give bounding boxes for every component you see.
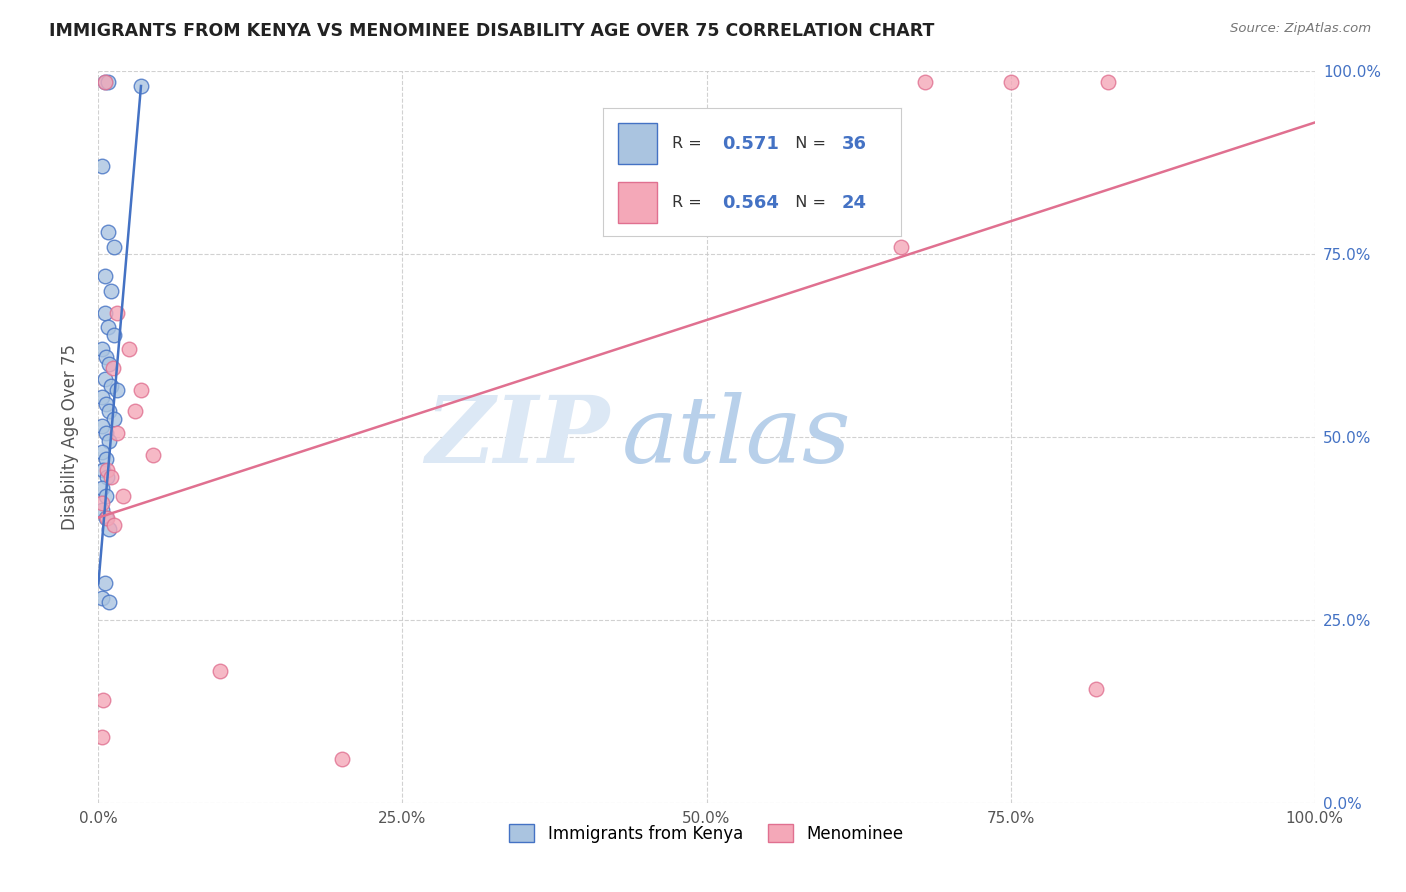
- Point: [100, 284, 122, 298]
- Point: [98, 594, 121, 608]
- Point: [91, 444, 114, 458]
- Point: [105, 306, 128, 320]
- Point: [91, 463, 114, 477]
- Text: IMMIGRANTS FROM KENYA VS MENOMINEE DISABILITY AGE OVER 75 CORRELATION CHART: IMMIGRANTS FROM KENYA VS MENOMINEE DISAB…: [49, 22, 935, 40]
- Point: [100, 379, 122, 393]
- Point: [93, 371, 115, 385]
- Point: [94, 397, 117, 411]
- Point: [93, 75, 115, 89]
- Point: [91, 591, 114, 605]
- Text: ZIP: ZIP: [425, 392, 609, 482]
- Point: [94, 452, 117, 467]
- Point: [94, 489, 117, 503]
- Point: [129, 383, 152, 397]
- Point: [890, 240, 912, 254]
- Point: [124, 404, 146, 418]
- Point: [93, 75, 115, 89]
- Point: [209, 664, 232, 678]
- Point: [91, 343, 114, 357]
- Point: [330, 752, 353, 766]
- Point: [103, 412, 125, 426]
- Point: [142, 448, 165, 462]
- Point: [103, 240, 125, 254]
- Point: [97, 225, 120, 239]
- Point: [129, 78, 152, 93]
- Text: Source: ZipAtlas.com: Source: ZipAtlas.com: [1230, 22, 1371, 36]
- Point: [91, 496, 114, 510]
- Point: [97, 75, 120, 89]
- Point: [94, 426, 117, 441]
- Point: [103, 517, 125, 532]
- Point: [91, 160, 114, 174]
- Point: [97, 320, 120, 334]
- Point: [105, 383, 128, 397]
- Point: [91, 730, 114, 744]
- Point: [118, 343, 141, 357]
- Point: [914, 75, 936, 89]
- Y-axis label: Disability Age Over 75: Disability Age Over 75: [60, 344, 79, 530]
- Legend: Immigrants from Kenya, Menominee: Immigrants from Kenya, Menominee: [503, 818, 910, 849]
- Text: atlas: atlas: [621, 392, 851, 482]
- Point: [101, 360, 124, 375]
- Point: [96, 463, 118, 477]
- Point: [98, 357, 121, 371]
- Point: [1084, 682, 1107, 697]
- Point: [105, 426, 128, 441]
- Point: [98, 521, 121, 535]
- Point: [96, 510, 118, 524]
- Point: [103, 327, 125, 342]
- Point: [91, 503, 114, 517]
- Point: [93, 576, 115, 591]
- Point: [91, 693, 114, 707]
- Point: [98, 434, 121, 448]
- Point: [100, 470, 122, 484]
- Point: [1000, 75, 1022, 89]
- Point: [98, 404, 121, 418]
- Point: [91, 481, 114, 495]
- Point: [94, 510, 117, 524]
- Point: [93, 306, 115, 320]
- Point: [93, 269, 115, 284]
- Point: [94, 350, 117, 364]
- Point: [96, 470, 118, 484]
- Point: [111, 489, 134, 503]
- Point: [1097, 75, 1119, 89]
- Point: [91, 419, 114, 434]
- Point: [91, 390, 114, 404]
- Point: [720, 196, 742, 211]
